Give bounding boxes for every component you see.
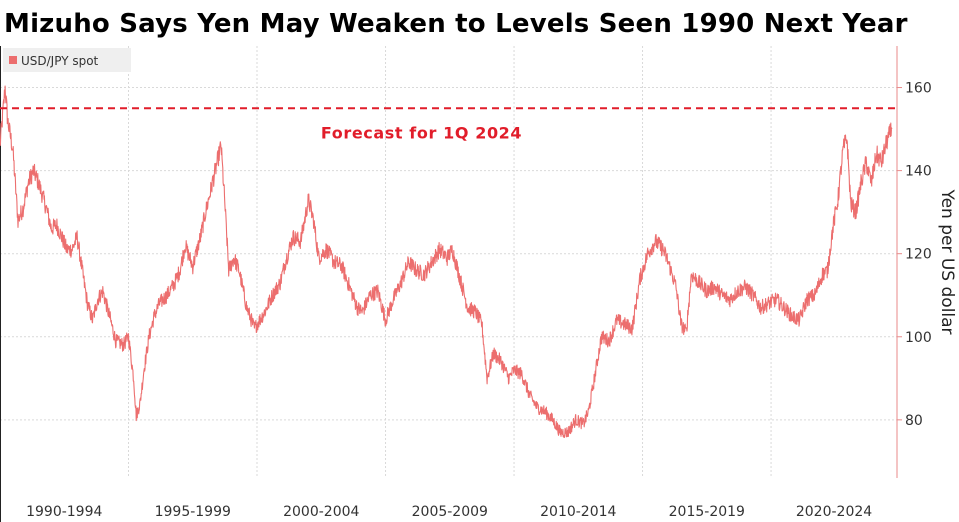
x-tick-label-2015-2019: 2015-2019 <box>669 504 745 520</box>
y-tick-label-120: 120 <box>905 247 932 263</box>
legend-entry-usdjpy-spot: USD/JPY spot <box>21 54 99 68</box>
chart-title: Mizuho Says Yen May Weaken to Levels See… <box>4 9 908 39</box>
y-tick-label-160: 160 <box>905 81 932 97</box>
axes: 80 100 120 140 160 1990-1994 1995-1999 2000-200… <box>0 46 932 522</box>
x-tick-label-1990-1994: 1990-1994 <box>26 504 102 520</box>
x-tick-label-2020-2024: 2020-2024 <box>796 504 872 520</box>
legend: USD/JPY spot <box>3 48 131 72</box>
x-tick-label-2000-2004: 2000-2004 <box>283 504 359 520</box>
annotation-layer: Forecast for 1Q 2024 <box>0 107 897 142</box>
gridlines <box>0 46 897 478</box>
x-tick-label-2010-2014: 2010-2014 <box>540 504 616 520</box>
x-tick-label-1995-1999: 1995-1999 <box>155 504 231 520</box>
y-tick-label-80: 80 <box>905 413 923 429</box>
x-tick-label-2005-2009: 2005-2009 <box>412 504 488 520</box>
y-tick-label-140: 140 <box>905 164 932 180</box>
series-line-usdjpy-spot <box>0 85 893 439</box>
y-tick-label-100: 100 <box>905 330 932 346</box>
legend-background <box>3 48 131 72</box>
forecast-label: Forecast for 1Q 2024 <box>321 123 522 142</box>
y-axis-label: Yen per US dollar <box>937 188 957 334</box>
legend-swatch-usdjpy-spot <box>9 56 17 64</box>
series-layer <box>0 85 893 439</box>
